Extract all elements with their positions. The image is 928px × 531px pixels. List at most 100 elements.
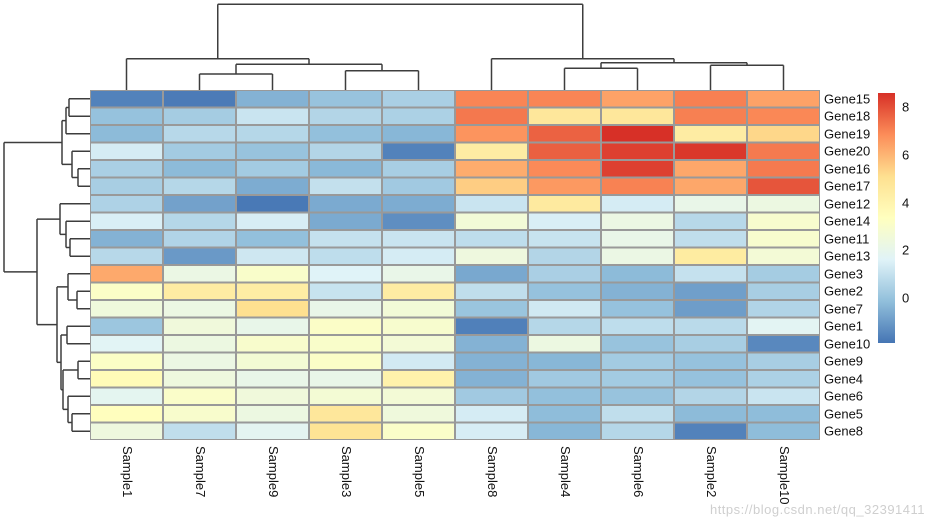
heatmap-cell bbox=[382, 230, 455, 248]
heatmap-cell bbox=[601, 247, 674, 265]
heatmap-cell bbox=[455, 247, 528, 265]
heatmap-cell bbox=[163, 230, 236, 248]
heatmap-cell bbox=[90, 422, 163, 440]
heatmap-cell bbox=[528, 422, 601, 440]
col-label: Sample6 bbox=[630, 446, 646, 498]
heatmap-cell bbox=[601, 160, 674, 178]
heatmap-cell bbox=[674, 90, 747, 108]
heatmap-cell bbox=[747, 212, 820, 230]
heatmap-cell bbox=[309, 177, 382, 195]
heatmap-cell bbox=[236, 125, 309, 143]
heatmap-cell bbox=[455, 125, 528, 143]
heatmap-cell bbox=[90, 125, 163, 143]
col-label: Sample4 bbox=[557, 446, 573, 498]
heatmap-cell bbox=[674, 317, 747, 335]
heatmap-cell bbox=[309, 317, 382, 335]
heatmap-cell bbox=[382, 335, 455, 353]
heatmap-cell bbox=[674, 230, 747, 248]
heatmap-cell bbox=[674, 387, 747, 405]
heatmap-cell bbox=[528, 370, 601, 388]
heatmap-cell bbox=[601, 282, 674, 300]
heatmap-cell bbox=[309, 387, 382, 405]
heatmap-cell bbox=[455, 405, 528, 423]
row-label: Gene6 bbox=[824, 388, 864, 404]
legend-tick-label: 6 bbox=[902, 147, 910, 163]
heatmap-cell bbox=[163, 282, 236, 300]
heatmap-cell bbox=[747, 300, 820, 318]
heatmap-cell bbox=[528, 125, 601, 143]
col-label: Sample5 bbox=[411, 446, 427, 498]
heatmap-cell bbox=[236, 90, 309, 108]
heatmap-cell bbox=[236, 247, 309, 265]
heatmap-cell bbox=[382, 195, 455, 213]
heatmap-cell bbox=[236, 177, 309, 195]
heatmap-cell bbox=[747, 125, 820, 143]
heatmap-cell bbox=[455, 230, 528, 248]
row-label: Gene13 bbox=[824, 248, 871, 264]
heatmap-cell bbox=[236, 300, 309, 318]
heatmap-cell bbox=[601, 265, 674, 283]
heatmap-cell bbox=[674, 177, 747, 195]
col-label: Sample1 bbox=[119, 446, 135, 498]
heatmap-cell bbox=[674, 300, 747, 318]
heatmap-cell bbox=[455, 387, 528, 405]
heatmap-cell bbox=[236, 142, 309, 160]
heatmap-cell bbox=[309, 195, 382, 213]
row-label: Gene5 bbox=[824, 406, 864, 422]
heatmap-cell bbox=[455, 107, 528, 125]
heatmap-cell bbox=[528, 160, 601, 178]
heatmap-cell bbox=[747, 317, 820, 335]
heatmap-cell bbox=[747, 265, 820, 283]
heatmap-cell bbox=[601, 90, 674, 108]
heatmap-cell bbox=[747, 90, 820, 108]
heatmap-cell bbox=[309, 107, 382, 125]
row-label: Gene14 bbox=[824, 213, 871, 229]
heatmap-cell bbox=[90, 90, 163, 108]
heatmap-cell bbox=[455, 265, 528, 283]
row-label: Gene11 bbox=[824, 231, 870, 247]
heatmap-cell bbox=[90, 387, 163, 405]
heatmap-cell bbox=[163, 90, 236, 108]
heatmap-cell bbox=[601, 107, 674, 125]
heatmap-cell bbox=[382, 317, 455, 335]
heatmap-cell bbox=[601, 300, 674, 318]
heatmap-cell bbox=[455, 90, 528, 108]
heatmap-cell bbox=[309, 247, 382, 265]
heatmap-cell bbox=[382, 247, 455, 265]
heatmap-cell bbox=[528, 282, 601, 300]
col-label: Sample3 bbox=[338, 446, 354, 498]
watermark-text: https://blog.csdn.net/qq_32391411 bbox=[709, 502, 925, 517]
heatmap-cell bbox=[674, 212, 747, 230]
heatmap-cell bbox=[309, 212, 382, 230]
heatmap-cell bbox=[601, 142, 674, 160]
heatmap-cell bbox=[747, 160, 820, 178]
heatmap-cell bbox=[674, 282, 747, 300]
heatmap-cell bbox=[236, 405, 309, 423]
heatmap-cell bbox=[455, 352, 528, 370]
col-label: Sample8 bbox=[484, 446, 500, 498]
heatmap-cell bbox=[674, 247, 747, 265]
heatmap-cell bbox=[382, 107, 455, 125]
heatmap-cell bbox=[163, 265, 236, 283]
heatmap-cell bbox=[747, 370, 820, 388]
heatmap-cell bbox=[455, 317, 528, 335]
heatmap-cell bbox=[90, 352, 163, 370]
heatmap-cell bbox=[90, 282, 163, 300]
heatmap-cell bbox=[90, 230, 163, 248]
row-label: Gene16 bbox=[824, 161, 871, 177]
heatmap-cell bbox=[90, 107, 163, 125]
row-label: Gene20 bbox=[824, 143, 871, 159]
row-label: Gene4 bbox=[824, 371, 864, 387]
column-dendrogram bbox=[125, 3, 785, 90]
heatmap-cell bbox=[163, 247, 236, 265]
heatmap-cell bbox=[163, 405, 236, 423]
heatmap-cell bbox=[455, 422, 528, 440]
heatmap-cell bbox=[747, 177, 820, 195]
heatmap-cell bbox=[90, 370, 163, 388]
heatmap-cell bbox=[674, 422, 747, 440]
heatmap-cell bbox=[163, 300, 236, 318]
heatmap-cell bbox=[674, 107, 747, 125]
row-label: Gene17 bbox=[824, 178, 871, 194]
heatmap-cell bbox=[309, 230, 382, 248]
legend-tick-label: 8 bbox=[902, 99, 910, 115]
